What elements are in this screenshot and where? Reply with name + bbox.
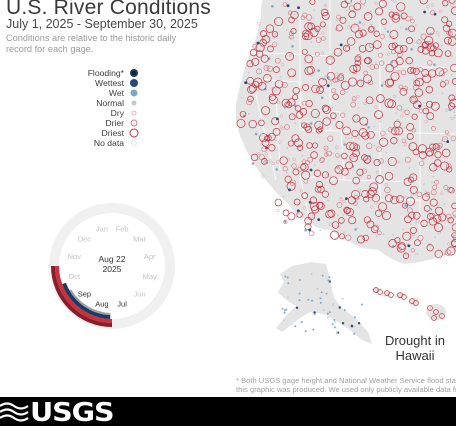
clock-month-label: Apr (144, 252, 156, 261)
clock-month-label: Aug (95, 300, 108, 309)
clock-month-label: Oct (68, 272, 81, 281)
clock-month-label: Nov (68, 252, 82, 261)
footer-bar: USGS (0, 397, 456, 426)
footnote: * Both USGS gage height and National Wea… (236, 376, 456, 394)
footnote-line-2: this graphic was produced. We used only … (236, 385, 456, 394)
clock-month-label: Mar (133, 234, 146, 243)
clock-month-label: Jan (96, 224, 108, 233)
clock-month-label: May (143, 272, 157, 281)
clock-month-label: Jul (117, 300, 127, 309)
usgs-wordmark[interactable]: USGS (30, 398, 113, 428)
clock-month-label: Feb (116, 224, 129, 233)
clock-month-label: Dec (78, 234, 92, 243)
footnote-line-1: * Both USGS gage height and National Wea… (236, 376, 456, 385)
usgs-logo-icon[interactable] (0, 397, 30, 426)
clock-center-year: 2025 (103, 264, 122, 274)
clock-center-date: Aug 22 (99, 254, 126, 264)
clock-month-label: Sep (78, 290, 91, 299)
clock-month-label: Jun (134, 290, 146, 299)
